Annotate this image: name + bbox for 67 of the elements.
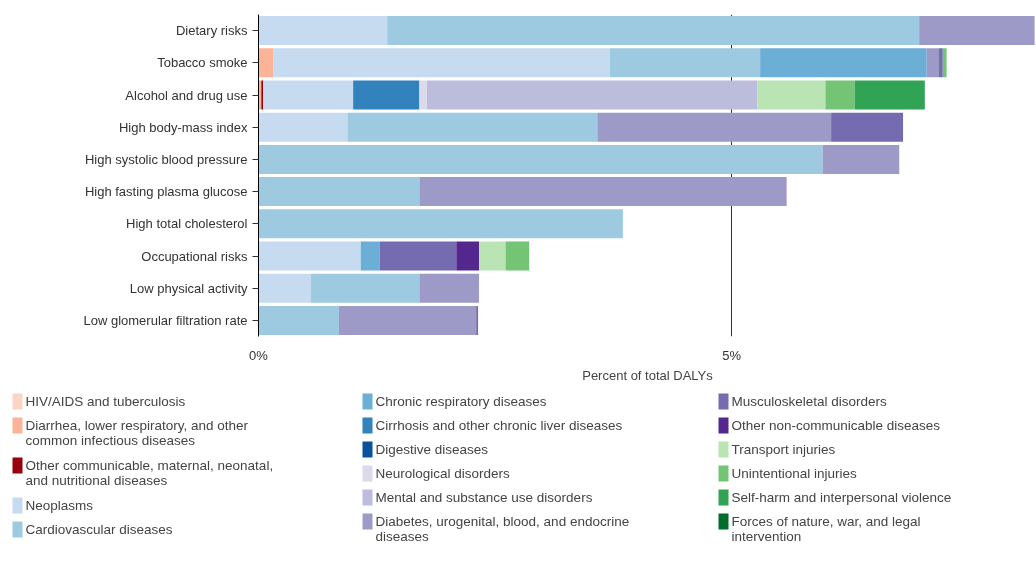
y-tick-label: High body-mass index	[118, 119, 248, 135]
bar	[419, 177, 787, 207]
bar	[760, 48, 927, 78]
legend-label: Forces of nature, war, and legal intervention	[731, 513, 921, 545]
y-tick-label: Low glomerular filtration rate	[83, 312, 248, 328]
legend-label: Mental and substance use disorders	[375, 489, 593, 505]
x-tick-label: 5%	[722, 347, 742, 363]
bar	[831, 112, 904, 142]
legend-label: Unintentional injuries	[731, 465, 858, 481]
bar	[387, 16, 920, 46]
legend-label: HIV/AIDS and tuberculosis	[25, 393, 186, 409]
bar	[258, 16, 388, 46]
y-tick-label: High fasting plasma glucose	[84, 184, 248, 200]
legend-label: Self-harm and interpersonal violence	[731, 489, 952, 505]
bar	[597, 112, 832, 142]
legend-label: Chronic respiratory diseases	[375, 393, 547, 409]
bar	[258, 144, 823, 174]
bar	[926, 48, 940, 78]
bar	[258, 48, 274, 78]
legend-label: Musculoskeletal disorders	[731, 393, 888, 409]
legend-label: Neurological disorders	[375, 465, 511, 481]
bar	[347, 112, 598, 142]
legend-label: Neoplasms	[25, 497, 94, 513]
legend-label: Other non-communicable diseases	[731, 417, 941, 433]
x-tick-label: 0%	[249, 347, 269, 363]
bar	[360, 241, 380, 271]
bar	[939, 48, 943, 78]
bar	[942, 48, 947, 78]
y-tick-label: High total cholesterol	[126, 216, 248, 232]
bar	[505, 241, 530, 271]
legend-label: Cirrhosis and other chronic liver diseases	[375, 417, 623, 433]
bar	[273, 48, 610, 78]
bar	[426, 80, 758, 110]
bar	[258, 273, 311, 303]
bar	[258, 177, 420, 207]
y-tick-label: Dietary risks	[175, 23, 248, 39]
legend-label: Cardiovascular diseases	[25, 521, 173, 537]
bar	[479, 241, 506, 271]
bar	[919, 16, 1035, 46]
bar	[825, 80, 855, 110]
y-tick-label: Alcohol and drug use	[125, 87, 248, 103]
bar	[609, 48, 761, 78]
bar	[258, 112, 348, 142]
legend-label: Digestive diseases	[375, 441, 489, 457]
bar	[258, 209, 623, 239]
bar	[419, 273, 480, 303]
y-tick-label: Tobacco smoke	[157, 55, 248, 71]
bar	[854, 80, 925, 110]
bar	[263, 80, 354, 110]
bar	[258, 241, 361, 271]
bar	[419, 80, 427, 110]
legend-label: Diarrhea, lower respiratory, and other common infectious diseases	[25, 417, 249, 449]
bar	[822, 144, 900, 174]
bar	[353, 80, 420, 110]
legend-label: Other communicable, maternal, neonatal, and nutritional diseases	[25, 457, 274, 489]
legend-label: Diabetes, urogenital, blood, and endocrine diseases	[375, 513, 630, 545]
y-tick-label: Low physical activity	[129, 280, 248, 296]
bar	[379, 241, 457, 271]
y-tick-label: Occupational risks	[141, 248, 248, 264]
bar	[456, 241, 480, 271]
legend-label: Transport injuries	[731, 441, 836, 457]
bar	[310, 273, 420, 303]
bar	[338, 305, 477, 335]
bar	[258, 305, 339, 335]
bar	[757, 80, 826, 110]
x-axis-title: Percent of total DALYs	[582, 367, 714, 383]
y-tick-label: High systolic blood pressure	[84, 151, 248, 167]
